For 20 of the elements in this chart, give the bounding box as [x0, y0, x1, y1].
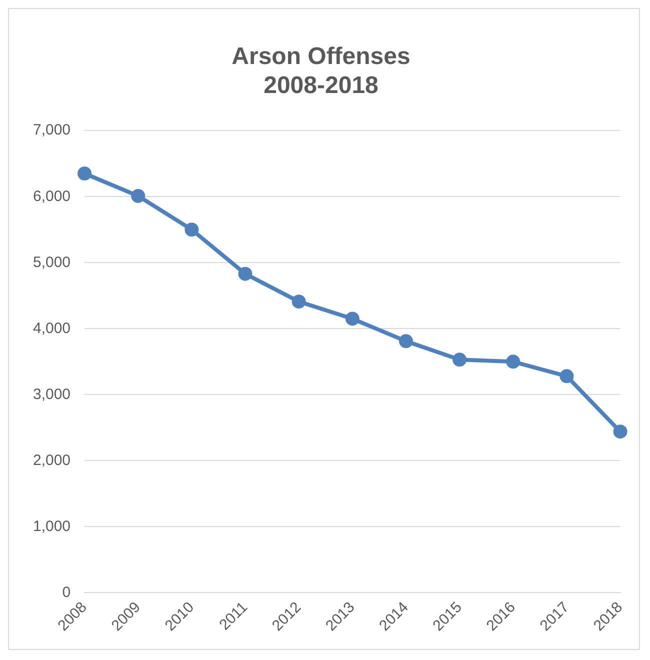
point [398, 334, 413, 348]
y-tick-label: 6,000 [32, 188, 71, 205]
point [345, 312, 360, 326]
y-tick-label: 5,000 [32, 254, 71, 271]
y-tick-label: 7,000 [32, 122, 71, 139]
y-tick-label: 0 [62, 584, 71, 601]
point [78, 166, 92, 181]
y-tick-label: 2,000 [32, 452, 71, 469]
y-tick-label: 1,000 [32, 518, 71, 535]
y-tick-label: 4,000 [32, 320, 71, 337]
point [452, 352, 467, 367]
point [613, 424, 628, 439]
point [292, 294, 306, 309]
point [506, 354, 520, 369]
point [238, 266, 252, 281]
point [184, 222, 199, 237]
chart-title: Arson Offenses 2008-2018 [232, 43, 410, 99]
y-tick-label: 3,000 [32, 386, 71, 403]
point [131, 188, 146, 203]
point [560, 369, 574, 384]
